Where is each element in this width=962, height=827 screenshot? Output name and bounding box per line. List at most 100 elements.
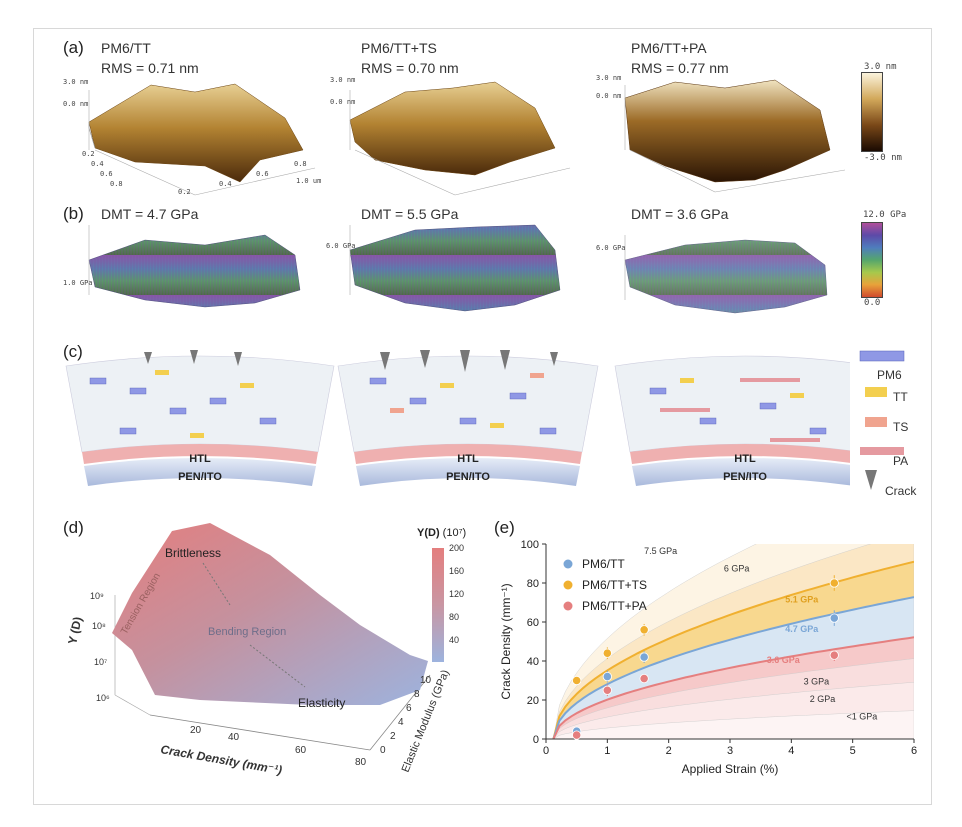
- d-xtick-80: 80: [355, 757, 367, 768]
- y-tick-label: 80: [527, 578, 539, 590]
- x-tick-label: 0: [543, 745, 549, 757]
- tt-bricks: [155, 370, 804, 438]
- dmt-map-1: [88, 225, 301, 308]
- fit-curve-0: [552, 560, 914, 739]
- d-ztick-9: 10⁹: [90, 591, 104, 601]
- d-ytick-2: 2: [390, 731, 396, 742]
- dmt-2: DMT = 5.5 GPa: [361, 206, 459, 222]
- d-ytick-4: 4: [398, 717, 404, 728]
- data-point-PM6/TT+TS: [639, 625, 649, 635]
- height-colorbar-top: 3.0 nm: [864, 62, 897, 72]
- z-tick-b3: 6.0 GPa: [596, 244, 626, 252]
- crack-density-chart: 7.5 GPa 6 GPa 5.1 GPa 4.7 GPa 3.6 GPa 3 GPa 2 …: [499, 539, 917, 776]
- modulus-label-7: <1 GPa: [847, 712, 878, 722]
- sample-name-3: PM6/TT+PA: [631, 40, 707, 56]
- ts-bricks: [390, 373, 544, 413]
- schematic-1: [65, 355, 335, 486]
- z-tick-a1-top: 3.0 nm: [63, 78, 89, 86]
- height-colorbar: [861, 72, 883, 152]
- d-ytick-0: 0: [380, 745, 386, 756]
- dmt-colorbar: [861, 222, 883, 298]
- a1-xtick-1: 0.4: [219, 180, 232, 188]
- fit-curve-2: [552, 636, 914, 739]
- panel-b-label: (b): [63, 204, 84, 223]
- y-tick-label: 40: [527, 656, 539, 668]
- crack-marks: [144, 350, 558, 372]
- z-tick-b1: 1.0 GPa: [63, 279, 93, 287]
- modulus-label-1: 6 GPa: [724, 563, 750, 573]
- legend-ts: TS: [893, 420, 908, 434]
- htl-label-1: HTL: [189, 453, 211, 465]
- modulus-label-4: 3.6 GPa: [767, 655, 801, 665]
- dmt-colorbar-bottom: 0.0: [864, 298, 881, 308]
- y-tick-label: 100: [521, 539, 539, 551]
- legend-label: PM6/TT+TS: [582, 578, 647, 592]
- htl-label-2: HTL: [457, 453, 479, 465]
- data-point-PM6/TT+TS: [572, 675, 582, 686]
- a1-ytick-2: 0.6: [100, 170, 113, 178]
- d-colorbar-unit: (10⁷): [442, 527, 467, 539]
- x-axis-label: Applied Strain (%): [682, 762, 779, 776]
- legend-marker: [563, 580, 573, 590]
- z-tick-b2: 6.0 GPa: [326, 242, 356, 250]
- legend-label: PM6/TT+PA: [582, 599, 647, 613]
- d-xtick-60: 60: [295, 745, 307, 756]
- legend-pa-icon: [860, 447, 904, 455]
- d-xtick-40: 40: [228, 732, 240, 743]
- panel-c-label: (c): [63, 342, 83, 361]
- d-cb-200: 200: [449, 543, 465, 553]
- device-schematics: HTL PEN/ITO HTL PEN/ITO HTL PEN/ITO: [65, 350, 850, 486]
- panel-c-legend: PM6 TT TS PA Crack: [859, 350, 917, 498]
- x-tick-label: 6: [911, 745, 917, 757]
- sample-rms-2: RMS = 0.70 nm: [361, 60, 459, 76]
- pm6-bricks: [89, 377, 827, 435]
- yd-surface: [112, 523, 428, 705]
- a1-ytick-3: 0.8: [110, 180, 123, 188]
- schematic-2: [337, 355, 599, 486]
- legend-crack: Crack: [885, 484, 917, 498]
- d-ytick-6: 6: [406, 703, 412, 714]
- height-map-1: [88, 83, 316, 196]
- x-tick-label: 1: [604, 745, 610, 757]
- x-tick-label: 5: [850, 745, 856, 757]
- region-bending: Bending Region: [208, 626, 286, 638]
- pa-chains: [660, 378, 820, 442]
- pen-label-1: PEN/ITO: [178, 471, 222, 483]
- dmt-map-3: [624, 235, 828, 314]
- panel-d-label: (d): [63, 518, 84, 537]
- dmt-1: DMT = 4.7 GPa: [101, 206, 199, 222]
- height-map-3: [624, 79, 846, 193]
- region-brittleness: Brittleness: [165, 546, 221, 560]
- a1-ytick-1: 0.4: [91, 160, 104, 168]
- a1-xtick-3: 0.8: [294, 160, 307, 168]
- d-cb-40: 40: [449, 635, 460, 645]
- d-colorbar: [432, 548, 444, 662]
- d-ytick-10: 10: [420, 675, 432, 686]
- d-xlabel: Crack Density (mm⁻¹): [159, 742, 283, 777]
- d-cb-80: 80: [449, 612, 460, 622]
- height-colorbar-bottom: -3.0 nm: [864, 153, 902, 163]
- dmt-map-2: [349, 224, 561, 312]
- y-tick-label: 20: [527, 695, 539, 707]
- d-xtick-20: 20: [190, 725, 202, 736]
- height-map-2: [349, 81, 571, 196]
- data-point-PM6/TT+PA: [829, 650, 839, 660]
- legend-label: PM6/TT: [582, 557, 625, 571]
- data-point-PM6/TT+TS: [829, 578, 839, 588]
- legend-crack-icon: [865, 470, 877, 490]
- fit-curve-1: [552, 596, 914, 739]
- z-tick-a3-mid: 0.0 nm: [596, 92, 622, 100]
- data-point-PM6/TT: [602, 672, 612, 682]
- x-tick-label: 2: [666, 745, 672, 757]
- dmt-colorbar-top: 12.0 GPa: [863, 210, 907, 220]
- modulus-label-0: 7.5 GPa: [644, 546, 677, 556]
- legend-pm6: PM6: [877, 368, 902, 382]
- sample-name-2: PM6/TT+TS: [361, 40, 437, 56]
- y-tick-label: 60: [527, 617, 539, 629]
- a1-xtick-4: 1.0 um: [296, 177, 322, 185]
- sample-rms-1: RMS = 0.71 nm: [101, 60, 199, 76]
- d-cb-120: 120: [449, 589, 465, 599]
- modulus-label-6: 2 GPa: [810, 694, 836, 704]
- a1-xtick-2: 0.6: [256, 170, 269, 178]
- x-tick-label: 3: [727, 745, 733, 757]
